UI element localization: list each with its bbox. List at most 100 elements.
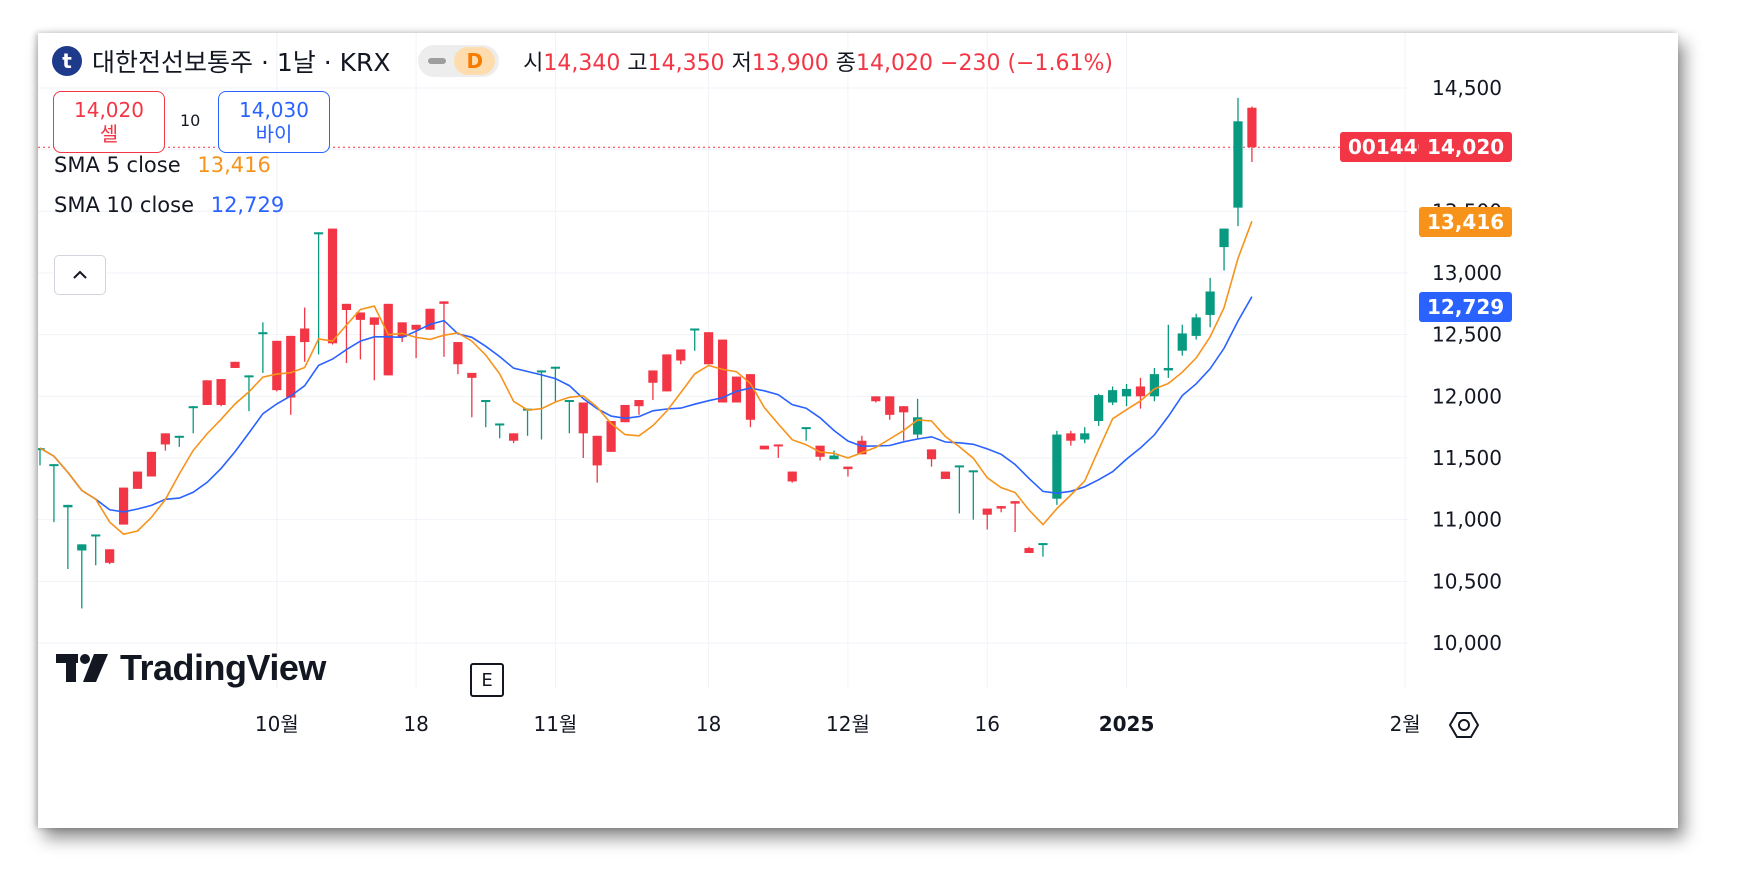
candle-body	[996, 506, 1006, 509]
candle-body	[940, 471, 951, 479]
candle-body	[467, 372, 477, 378]
collapse-legend-button[interactable]	[54, 255, 106, 295]
candle-body	[425, 308, 435, 330]
sma10-price-tag: 12,729	[1419, 292, 1513, 322]
earnings-marker[interactable]: E	[470, 663, 504, 697]
chart-panel[interactable]: 10,000 10,500 11,000 11,500 12,000 12,500 13,0…	[38, 33, 1678, 828]
candle-body	[662, 354, 672, 392]
candle-body	[1024, 548, 1034, 553]
close-label: 종	[835, 51, 857, 76]
y-tick-label: 11,500	[1432, 446, 1502, 470]
candle-body	[885, 396, 895, 415]
candle-body	[244, 375, 254, 378]
sma10-legend[interactable]: SMA 10 close 12,729	[54, 193, 284, 217]
candle-body	[676, 349, 686, 361]
candle-body	[1010, 501, 1020, 504]
low-label: 저	[731, 51, 752, 76]
x-tick-label: 2025	[1099, 712, 1155, 736]
y-tick-label: 12,500	[1432, 323, 1502, 347]
price-chart[interactable]: 10,000 10,500 11,000 11,500 12,000 12,500 13,0…	[38, 33, 1678, 828]
x-tick-label: 18	[696, 712, 721, 736]
candle-body	[871, 396, 881, 402]
candle-body	[773, 444, 783, 447]
candle-body	[801, 427, 811, 430]
sma5-params: 5 close	[106, 153, 181, 177]
candle-body	[118, 487, 129, 525]
candle-body	[899, 406, 909, 413]
sell-price: 14,020	[74, 98, 144, 122]
market-status-pill[interactable]: D	[418, 45, 500, 77]
candle-body	[146, 451, 157, 477]
candle-body	[1233, 121, 1243, 208]
candle-body	[690, 328, 700, 331]
candle-body	[272, 340, 282, 391]
candle-body	[327, 228, 338, 344]
candle-body	[1163, 367, 1173, 371]
sma5-legend[interactable]: SMA 5 close 13,416	[54, 153, 271, 177]
candle-body	[1038, 543, 1048, 546]
candle-body	[230, 361, 240, 368]
candle-body	[926, 449, 937, 460]
candle-body	[1108, 390, 1118, 403]
high-value: 14,350	[647, 51, 725, 76]
candle-body	[843, 466, 853, 470]
buy-price: 14,030	[239, 98, 309, 122]
x-tick-label: 11월	[533, 712, 577, 736]
candle-body	[188, 406, 198, 409]
open-value: 14,340	[543, 51, 621, 76]
tradingview-watermark[interactable]: TradingView	[56, 647, 326, 689]
candle-body	[314, 232, 324, 235]
candle-body	[1177, 333, 1187, 351]
buy-label: 바이	[255, 122, 293, 146]
sma10-line	[39, 296, 1253, 513]
symbol-title[interactable]: 대한전선보통주 · 1날 · KRX	[92, 48, 391, 77]
x-tick-label: 18	[403, 712, 428, 736]
high-label: 고	[627, 51, 648, 76]
candle-body	[731, 376, 742, 403]
candle-body	[857, 440, 867, 455]
candle-body	[1149, 374, 1159, 397]
sell-button[interactable]: 14,020 셀	[53, 91, 165, 153]
x-tick-label: 10월	[255, 712, 299, 736]
candle-body	[606, 421, 616, 452]
candle-body	[620, 404, 630, 423]
axis-settings-icon[interactable]	[1448, 709, 1480, 741]
candle-body	[1080, 433, 1090, 440]
candle-body	[105, 549, 115, 563]
x-tick-label: 12월	[826, 712, 870, 736]
candle-body	[439, 301, 449, 304]
candle-body	[592, 435, 602, 466]
ohlc-values: 시14,340 고14,350 저13,900 종14,020 −230 (−1…	[523, 45, 1113, 77]
candle-body	[355, 312, 365, 320]
y-tick-label: 10,500	[1432, 569, 1502, 593]
candle-body	[286, 335, 296, 398]
chart-header: t 대한전선보통주 · 1날 · KRX D 시14,340 고14,350 저…	[52, 43, 1113, 79]
order-quantity[interactable]: 10	[180, 111, 201, 130]
y-tick-label: 13,000	[1432, 261, 1502, 285]
buy-button[interactable]: 14,030 바이	[218, 91, 330, 153]
candle-body	[704, 332, 714, 365]
candle-body	[369, 317, 379, 325]
candle-body	[1094, 395, 1104, 421]
y-tick-label: 12,000	[1432, 384, 1502, 408]
candle-body	[787, 471, 797, 482]
candle-body	[578, 402, 588, 434]
y-tick-label: 10,000	[1432, 631, 1502, 655]
candle-body	[550, 366, 561, 369]
open-label: 시	[523, 51, 544, 76]
candle-body	[1135, 386, 1146, 397]
candle-body	[300, 328, 310, 343]
symbol-logo-icon[interactable]: t	[52, 46, 82, 76]
low-value: 13,900	[751, 51, 829, 76]
candle-body	[411, 324, 421, 330]
candle-body	[397, 322, 407, 338]
candle-body	[1121, 388, 1132, 397]
sma5-value: 13,416	[197, 153, 271, 177]
change-value: −230 (−1.61%)	[940, 51, 1113, 76]
candle-body	[745, 374, 756, 420]
tradingview-wordmark: TradingView	[120, 647, 326, 688]
candle-body	[954, 465, 964, 468]
candle-body	[634, 400, 644, 407]
sma5-price-tag: 13,416	[1419, 207, 1513, 237]
y-tick-label: 14,500	[1432, 76, 1502, 100]
